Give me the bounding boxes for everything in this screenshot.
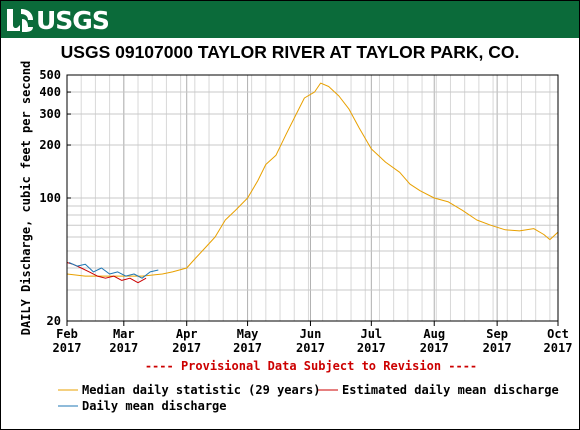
x-tick-year: 2017 [172,341,201,355]
x-tick-labels: Feb2017Mar2017Apr2017May2017Jun2017Jul20… [53,321,573,355]
header-banner: USGS [1,1,579,38]
series-line [66,262,147,284]
x-tick-month: Jun [300,327,322,341]
usgs-logo[interactable]: USGS [5,4,110,36]
chart-grid [66,74,559,322]
x-tick-year: 2017 [483,341,512,355]
usgs-wave-icon [7,9,33,32]
y-tick-label: 100 [39,191,61,205]
legend-label: Estimated daily mean discharge [342,383,559,397]
x-tick-month: Aug [423,327,445,341]
x-tick-month: May [237,327,259,341]
y-tick-label: 500 [39,68,61,82]
legend-label: Daily mean discharge [82,399,227,413]
x-tick-month: Apr [176,327,198,341]
x-tick-year: 2017 [420,341,449,355]
x-tick-year: 2017 [233,341,262,355]
series-line [68,262,159,279]
series-layer [66,82,559,284]
y-tick-label: 200 [39,138,61,152]
x-tick-year: 2017 [544,341,573,355]
x-tick-year: 2017 [109,341,138,355]
x-tick-year: 2017 [357,341,386,355]
x-tick-month: Sep [486,327,508,341]
x-tick-month: Jul [360,327,382,341]
y-tick-label: 300 [39,107,61,121]
chart-title: USGS 09107000 TAYLOR RIVER AT TAYLOR PAR… [60,42,520,62]
legend-label: Median daily statistic (29 years) [82,383,320,397]
y-tick-labels: 20 100 200 300 400 500 [39,68,71,328]
y-axis-label: DAILY Discharge, cubic feet per second [19,61,33,336]
y-tick-label: 400 [39,85,61,99]
x-tick-month: Oct [547,327,569,341]
provisional-note: ---- Provisional Data Subject to Revisio… [145,359,477,373]
series-line [66,82,559,277]
y-tick-label: 20 [47,314,61,328]
logo-text: USGS [36,5,110,35]
legend: Median daily statistic (29 years) Estimat… [58,383,559,413]
x-tick-year: 2017 [296,341,325,355]
x-tick-month: Feb [56,327,78,341]
x-tick-year: 2017 [53,341,82,355]
x-tick-month: Mar [113,327,135,341]
